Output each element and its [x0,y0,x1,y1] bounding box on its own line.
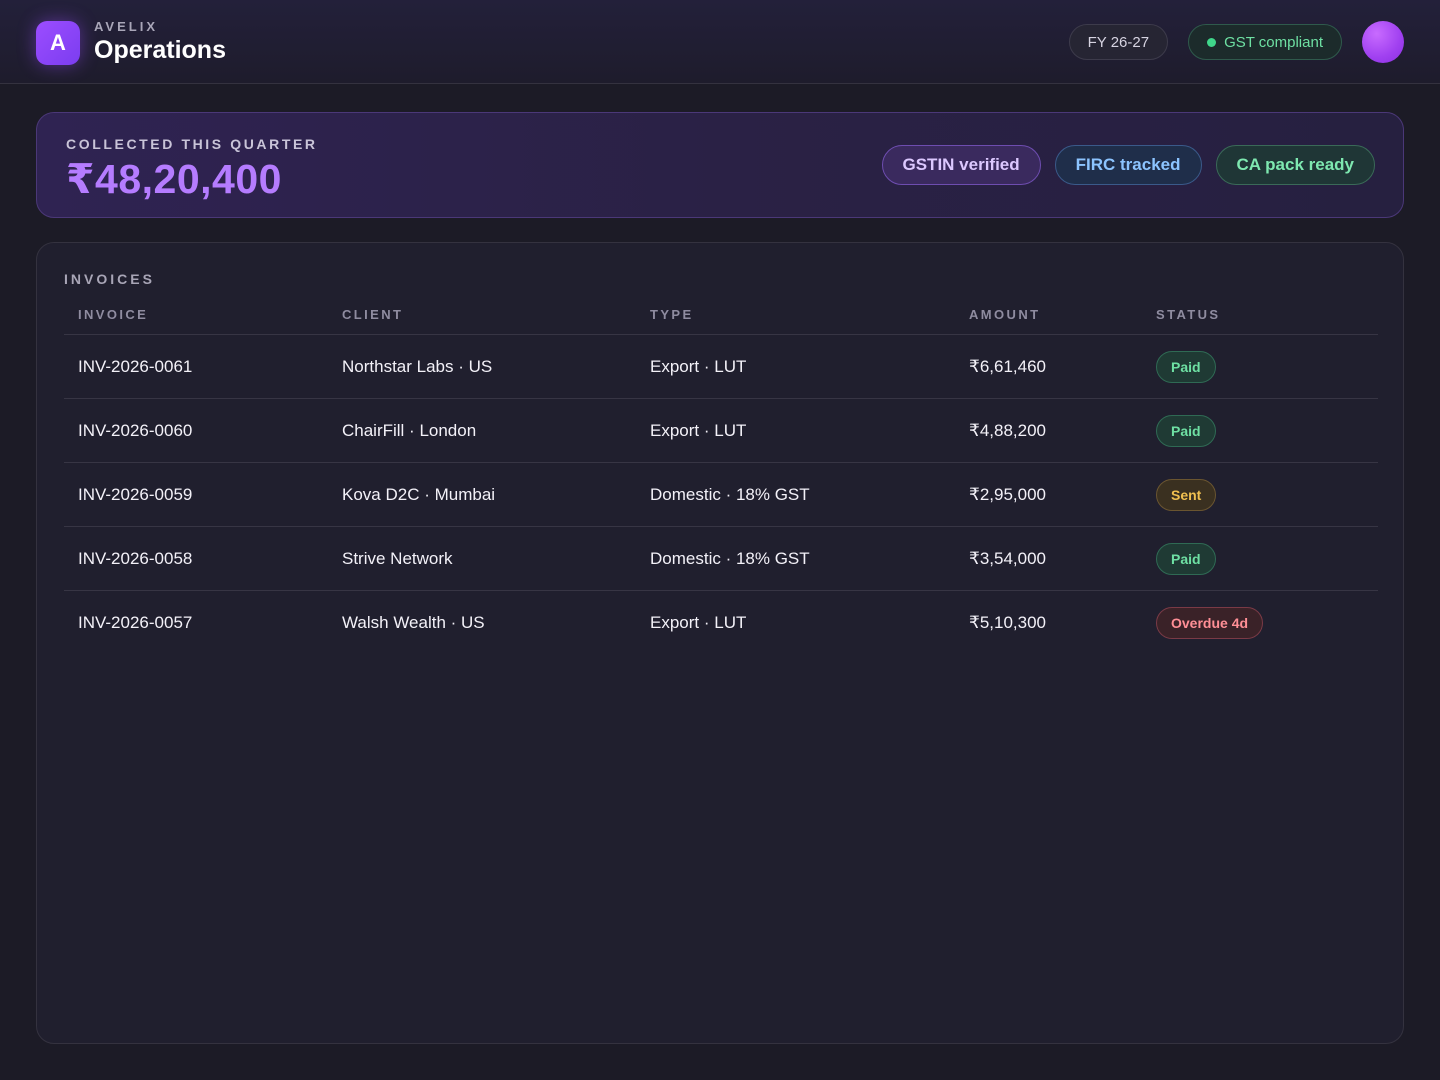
collection-summary-banner: COLLECTED THIS QUARTER ₹48,20,400 GSTIN … [36,112,1404,218]
client-name: Walsh Wealth · US [342,613,485,632]
collected-amount: ₹48,20,400 [66,156,282,202]
client-name: Strive Network [342,549,453,568]
invoice-number: INV-2026-0059 [78,485,193,504]
client-name: ChairFill · London [342,421,477,440]
invoice-number: INV-2026-0058 [78,549,193,568]
invoice-number: INV-2026-0061 [78,357,193,376]
invoices-table: INVOICE CLIENT TYPE AMOUNT STATUS INV-20… [64,305,1378,655]
invoice-number: INV-2026-0060 [78,421,193,440]
top-header: A AVELIX Operations FY 26-27 GST complia… [0,0,1440,84]
invoice-type: Domestic · 18% GST [650,549,810,568]
ca-pack-ready-badge[interactable]: CA pack ready [1215,145,1375,185]
invoice-amount: ₹4,88,200 [969,421,1046,440]
status-badge: Paid [1156,415,1216,447]
status-badge: Sent [1156,479,1217,511]
column-header-status[interactable]: STATUS [1156,307,1221,322]
invoice-type: Export · LUT [650,421,747,440]
invoices-card: INVOICES INVOICE CLIENT TYPE AMOUNT STAT… [36,242,1404,1044]
column-header-invoice[interactable]: INVOICE [78,307,149,322]
fiscal-year-selector[interactable]: FY 26-27 [1068,24,1169,60]
status-badge: Paid [1156,351,1216,383]
brand-text: AVELIX Operations [94,20,226,65]
status-badge: Paid [1156,543,1216,575]
brand-logo: A [36,20,80,65]
compliance-badges: GSTIN verified FIRC tracked CA pack read… [868,145,1375,185]
brand[interactable]: A AVELIX Operations [36,20,226,65]
collected-label: COLLECTED THIS QUARTER [66,136,318,152]
invoice-type: Export · LUT [650,613,747,632]
gst-status-label: GST compliant [1224,33,1323,51]
status-badge: Overdue 4d [1156,607,1264,639]
page-title: Operations [94,36,226,64]
table-row[interactable]: INV-2026-0060 ChairFill · London Export … [64,399,1378,463]
client-name: Kova D2C · Mumbai [342,485,496,504]
avatar[interactable] [1362,21,1404,63]
firc-tracked-badge[interactable]: FIRC tracked [1054,145,1202,185]
gst-status-pill[interactable]: GST compliant [1188,24,1342,60]
invoice-type: Export · LUT [650,357,747,376]
column-header-type[interactable]: TYPE [650,307,694,322]
header-actions: FY 26-27 GST compliant [1068,21,1404,63]
invoice-type: Domestic · 18% GST [650,485,810,504]
invoice-amount: ₹6,61,460 [969,357,1046,376]
table-header: INVOICE CLIENT TYPE AMOUNT STATUS [64,305,1378,335]
invoices-title: INVOICES [64,271,155,287]
column-header-client[interactable]: CLIENT [342,307,404,322]
table-row[interactable]: INV-2026-0059 Kova D2C · Mumbai Domestic… [64,463,1378,527]
table-row[interactable]: INV-2026-0061 Northstar Labs · US Export… [64,335,1378,399]
invoice-amount: ₹2,95,000 [969,485,1046,504]
invoice-amount: ₹3,54,000 [969,549,1046,568]
invoice-number: INV-2026-0057 [78,613,193,632]
gstin-verified-badge[interactable]: GSTIN verified [881,145,1041,185]
table-row[interactable]: INV-2026-0057 Walsh Wealth · US Export ·… [64,591,1378,655]
client-name: Northstar Labs · US [342,357,493,376]
status-dot-icon [1207,37,1217,47]
brand-name: AVELIX [94,19,158,34]
table-row[interactable]: INV-2026-0058 Strive Network Domestic · … [64,527,1378,591]
column-header-amount[interactable]: AMOUNT [969,307,1041,322]
invoice-amount: ₹5,10,300 [969,613,1046,632]
